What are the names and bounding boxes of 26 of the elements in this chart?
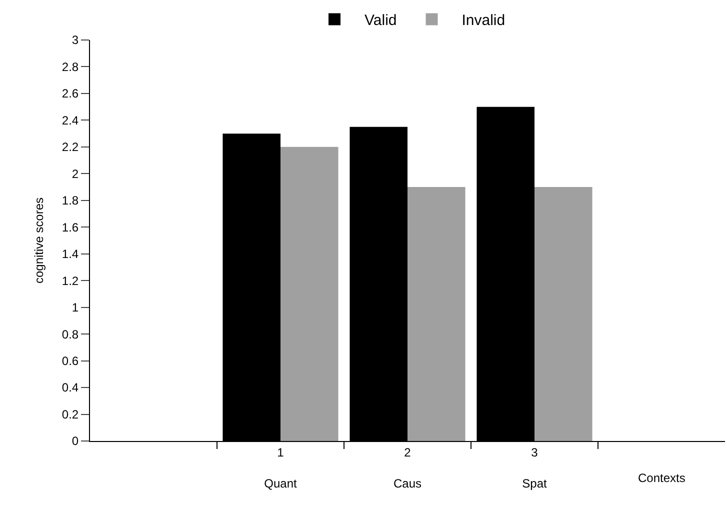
bar: [280, 146, 338, 441]
y-tick-label: 2.2: [62, 140, 79, 154]
y-tick-label: 2.4: [62, 113, 79, 128]
legend-label: Valid: [364, 12, 397, 30]
y-tick-label: 2.6: [62, 86, 79, 101]
y-tick-label: 3: [72, 33, 79, 48]
y-tick-label: 1.2: [62, 274, 79, 288]
y-tick-label: 1.6: [62, 220, 79, 234]
y-tick-label: 0.8: [62, 327, 79, 342]
y-tick-label: 0.4: [62, 380, 79, 395]
y-tick-label: 2: [72, 166, 79, 181]
y-tick-label: 1: [72, 300, 79, 315]
y-tick-label: 0.6: [62, 354, 79, 368]
y-tick-label: 0: [72, 434, 79, 448]
category-label: 1 Quant: [264, 445, 297, 491]
legend-label: Invalid: [462, 12, 506, 30]
y-tick-label: 1.8: [62, 194, 79, 208]
y-tick-label: 1.4: [62, 247, 79, 262]
y-axis-title: cognitive scores: [32, 197, 46, 284]
bar: [408, 187, 466, 441]
bar: [534, 187, 592, 441]
y-tick-label: 0.2: [62, 407, 79, 422]
category-label: 3 Spat: [522, 445, 547, 491]
category-label: 2 Caus: [393, 445, 422, 491]
x-axis-title: Contexts: [638, 471, 686, 485]
y-tick-label: 2.8: [62, 60, 79, 74]
